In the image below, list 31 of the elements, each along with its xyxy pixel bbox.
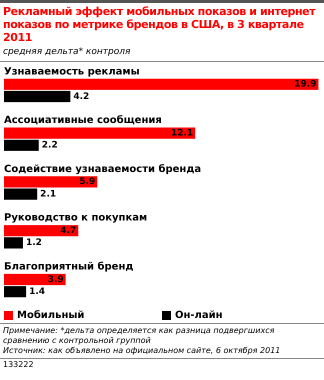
data-label: 2.1	[40, 189, 56, 200]
bar	[4, 90, 70, 102]
data-label: 1.2	[26, 238, 42, 248]
y-tick-label: Узнаваемость рекламы	[4, 66, 140, 78]
chart-title: Рекламный эффект мобильных показов и интернет показов по метрике брендов в США, в 3 квартале 2011	[0, 0, 324, 44]
data-label: 19.9	[294, 80, 316, 90]
data-label: 5.9	[79, 177, 96, 188]
text: Примечание: *дельта определяется как разница подвергшихся сравнению с контрольной группой	[3, 326, 274, 345]
data-label: 3.9	[48, 274, 64, 285]
data-label: 12.1	[170, 128, 194, 138]
bar	[4, 127, 196, 139]
y-tick-label: Руководство к покупкам	[4, 212, 148, 224]
data-label: 4.7	[60, 226, 76, 236]
data-label: 4.2	[73, 92, 90, 102]
y-tick-label: Содействие узнаваемости бренда	[4, 164, 202, 175]
text: 133222	[0, 358, 324, 370]
bar	[4, 176, 98, 188]
bar	[4, 78, 318, 90]
chart-subtitle: средняя дельта* контроля	[0, 44, 324, 62]
bar	[4, 188, 38, 200]
bar	[4, 286, 26, 298]
y-tick-label: Ассоциативные сообщения	[4, 115, 162, 126]
bar	[4, 140, 39, 151]
bar	[4, 237, 23, 249]
data-label: 1.4	[29, 287, 46, 298]
y-tick-label: Благоприятный бренд	[4, 261, 134, 272]
data-label: 2.2	[42, 140, 58, 151]
bar	[4, 225, 78, 236]
legend-label: Мобильный	[17, 310, 84, 321]
text: Источник: как объявлено на официальном сайте, 6 октября 2011	[3, 346, 280, 355]
legend-label: Он-лайн	[175, 310, 223, 321]
